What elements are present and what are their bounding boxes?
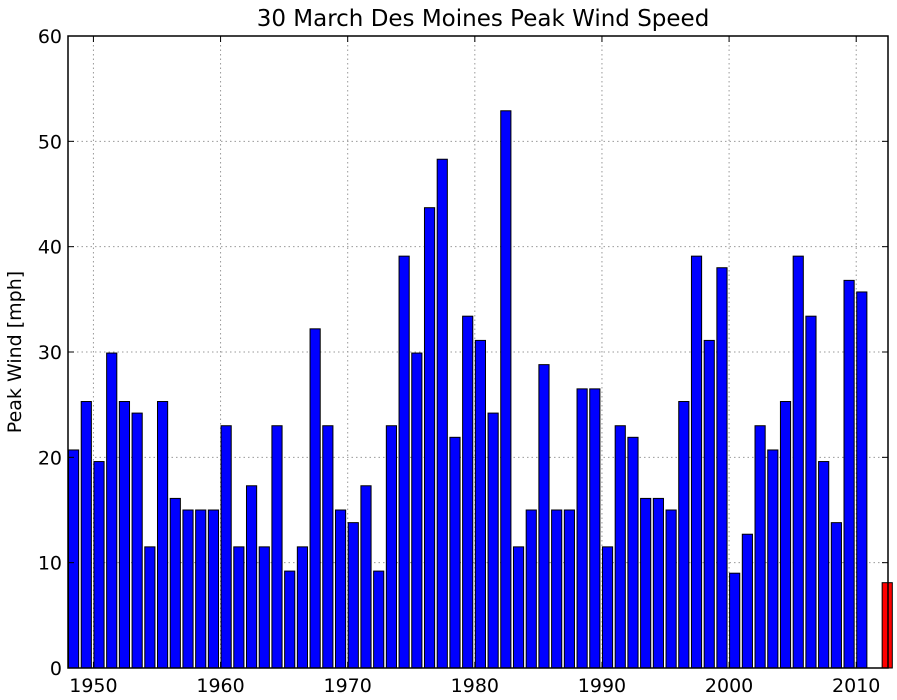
bar-1982 [500,110,512,669]
bar-2006 [805,315,817,669]
bar-1968 [322,425,334,669]
bar-1955 [156,401,169,669]
bar-1949 [80,401,92,669]
bar-1997 [690,255,703,669]
bar-1964 [271,425,283,669]
bar-1993 [640,497,652,669]
bar-1995 [665,509,677,669]
bar-1969 [334,509,347,669]
bar-1976 [423,207,436,669]
bar-1981 [487,412,499,669]
bar-1967 [309,328,321,669]
bar-1975 [411,352,423,669]
bar-2002 [754,425,766,669]
bar-2009 [843,279,855,669]
x-tick-label: 1960 [196,675,244,697]
bar-1953 [131,412,143,669]
bar-1957 [182,509,194,669]
y-tick-label: 40 [38,237,62,259]
bar-1989 [589,388,601,669]
bar-2004 [779,401,792,669]
bar-1990 [601,546,614,669]
bar-1954 [144,546,156,669]
bar-1950 [93,461,105,669]
x-tick-label: 2010 [832,675,880,697]
bar-1952 [118,401,131,669]
ticks: 0 10 20 30 40 50 60 1950 1960 1970 1980 1990 2000 201… [38,26,888,697]
bar-2000 [729,572,741,669]
bar-1985 [538,364,550,669]
bar-1966 [296,546,309,669]
bar-1962 [245,485,258,669]
bar-1951 [106,352,118,669]
bar-1987 [563,509,575,669]
bar-1974 [398,255,410,669]
bar-1979 [462,315,474,669]
y-tick-label: 30 [38,342,62,364]
bar-1958 [195,509,207,669]
y-tick-label: 60 [38,26,62,48]
x-tick-label: 1990 [578,675,626,697]
bar-1991 [614,425,626,669]
bar-1961 [233,546,245,669]
bar-1963 [258,546,270,669]
y-tick-label: 20 [38,447,62,469]
bar-1956 [169,497,181,669]
x-tick-label: 1970 [324,675,372,697]
bar-1980 [474,339,486,669]
y-axis-label: Peak Wind [mph] [4,271,26,433]
bar-1970 [347,522,359,669]
bar-1984 [525,509,537,669]
y-tick-label: 50 [38,131,62,153]
bar-1972 [373,570,385,669]
bar-1999 [716,267,728,669]
bar-1948 [68,449,80,669]
bar-1996 [678,401,690,669]
bar-1965 [284,570,296,669]
bar-1988 [576,388,588,669]
chart-title: 30 March Des Moines Peak Wind Speed [257,6,710,32]
bar-1986 [551,509,563,669]
bar-1959 [207,509,220,669]
bar-1992 [627,436,639,669]
y-tick-label: 0 [50,658,62,680]
bar-1998 [703,339,715,669]
bar-1971 [360,485,372,669]
bar-1994 [652,497,664,669]
bar-2007 [818,461,830,669]
bar-1983 [512,546,525,669]
plot-frame [67,35,889,669]
x-tick-label: 2000 [705,675,753,697]
bar-1973 [385,425,398,669]
bar-2010 [856,291,868,669]
bar-2001 [741,533,753,669]
bar-1960 [220,425,232,669]
bar-1978 [449,436,461,669]
bar-1977 [436,158,448,669]
bar-2012 [881,582,893,669]
y-tick-label: 10 [38,553,62,575]
bar-2003 [767,449,779,669]
x-tick-label: 1950 [69,675,117,697]
x-tick-label: 1980 [451,675,499,697]
bar-2008 [830,522,842,669]
bar-2005 [792,255,804,669]
bars [68,110,893,669]
